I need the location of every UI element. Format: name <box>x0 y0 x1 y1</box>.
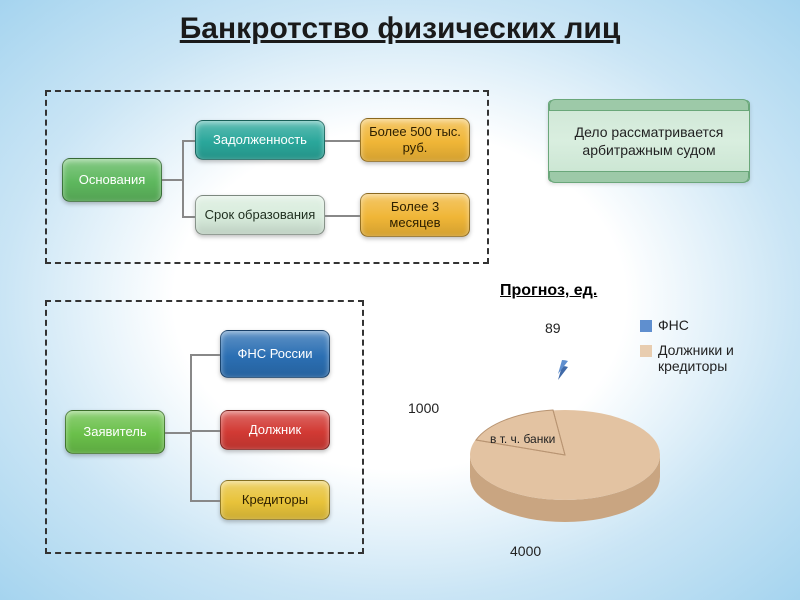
legend-label-debtors: Должники и кредиторы <box>658 342 778 374</box>
pill-debtor: Должник <box>220 410 330 450</box>
chart-label-89: 89 <box>545 320 561 336</box>
connector <box>165 432 190 434</box>
pill-debt-label: Задолженность <box>213 132 307 148</box>
note-text: Дело рассматривается арбитражным судом <box>549 123 749 159</box>
pill-term-label: Срок образования <box>205 207 316 223</box>
pill-applicant: Заявитель <box>65 410 165 454</box>
connector <box>325 140 360 142</box>
chart-label-4000: 4000 <box>510 543 541 559</box>
pill-fns: ФНС России <box>220 330 330 378</box>
page-title: Банкротство физических лиц <box>0 12 800 46</box>
page-root: Банкротство физических лиц Дело рассматр… <box>0 0 800 600</box>
pill-debt-val: Более 500 тыс. руб. <box>360 118 470 162</box>
connector <box>325 215 360 217</box>
pie-chart <box>430 360 690 560</box>
connector <box>190 500 220 502</box>
pill-fns-label: ФНС России <box>237 346 312 362</box>
connector <box>190 354 192 502</box>
legend-swatch-fns <box>640 320 652 332</box>
pill-creditors-label: Кредиторы <box>242 492 308 508</box>
connector <box>190 354 220 356</box>
connector <box>182 216 195 218</box>
chart-label-1000: 1000 <box>408 400 439 416</box>
connector <box>182 140 184 218</box>
pie-slice-fns <box>558 360 568 380</box>
legend-swatch-debtors <box>640 345 652 357</box>
pie-main <box>470 410 660 522</box>
pill-creditors: Кредиторы <box>220 480 330 520</box>
connector <box>162 179 182 181</box>
connector <box>182 140 195 142</box>
connector <box>190 430 220 432</box>
pill-term: Срок образования <box>195 195 325 235</box>
pill-grounds-label: Основания <box>79 172 146 188</box>
chart-title: Прогноз, ед. <box>500 282 597 300</box>
pill-applicant-label: Заявитель <box>83 424 146 440</box>
pill-debt-val-label: Более 500 тыс. руб. <box>367 124 463 155</box>
chart-label-banks-inner: в т. ч. банки <box>490 432 555 446</box>
legend-label-fns: ФНС <box>658 317 689 333</box>
pill-debt: Задолженность <box>195 120 325 160</box>
pill-term-val: Более 3 месяцев <box>360 193 470 237</box>
pill-grounds: Основания <box>62 158 162 202</box>
note-arbitration: Дело рассматривается арбитражным судом <box>548 100 750 182</box>
pill-term-val-label: Более 3 месяцев <box>367 199 463 230</box>
pill-debtor-label: Должник <box>249 422 301 438</box>
